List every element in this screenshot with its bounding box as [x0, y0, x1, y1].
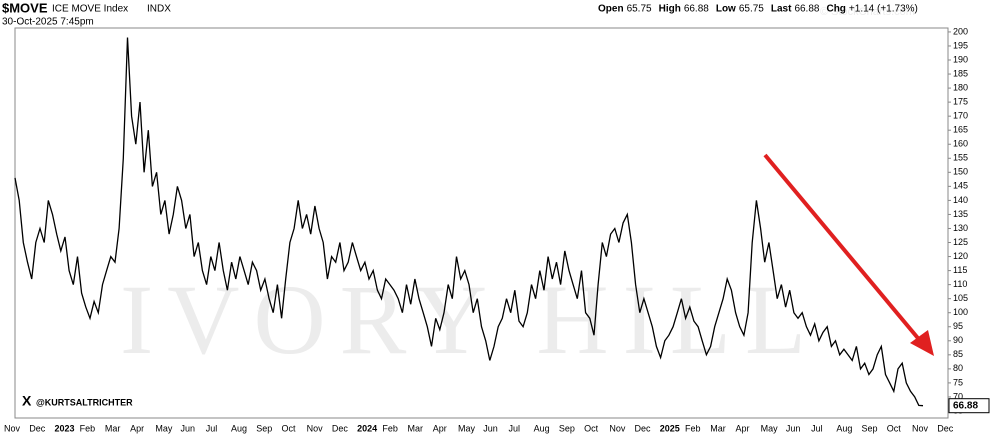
- price-line: [14, 37, 924, 407]
- x-tick-label: May: [458, 423, 476, 433]
- x-tick-label: 2023: [54, 423, 74, 433]
- x-tick-label: Mar: [710, 423, 726, 433]
- y-tick-label: 190: [953, 54, 968, 64]
- x-tick-label: Sep: [559, 423, 575, 433]
- x-tick-label: Dec: [332, 423, 349, 433]
- last-value: 66.88: [948, 398, 990, 414]
- y-tick-label: 175: [953, 97, 968, 107]
- quote-value: 65.75: [739, 4, 764, 15]
- x-tick-label: Feb: [80, 423, 96, 433]
- x-tick-label: Dec: [29, 423, 46, 433]
- x-tick-label: Feb: [685, 423, 701, 433]
- quote-value: 65.75: [627, 4, 652, 15]
- quote-label: Chg: [826, 4, 845, 15]
- y-tick-label: 150: [953, 167, 968, 177]
- y-tick-label: 115: [953, 265, 967, 275]
- copyright: © StockCharts.com: [820, 6, 915, 18]
- y-tick-label: 200: [953, 26, 968, 36]
- plot-frame: [14, 27, 949, 419]
- y-tick-label: 180: [953, 82, 968, 92]
- handle: @KURTSALTRICHTER: [36, 397, 133, 407]
- quote-label: Last: [771, 4, 792, 15]
- y-tick-label: 100: [953, 307, 968, 317]
- quote-value: 66.88: [684, 4, 709, 15]
- trend-arrow: [763, 153, 924, 345]
- y-tick-label: 195: [953, 40, 968, 50]
- x-tick-label: 2025: [660, 423, 680, 433]
- x-tick-label: Jul: [508, 423, 520, 433]
- last-value-label: 66.88: [953, 400, 978, 411]
- quote-label: Open: [598, 4, 624, 15]
- quote: Open 65.75 High 66.88 Low 65.75 Last 66.88 Chg +1…: [598, 4, 918, 15]
- quote-label: High: [659, 4, 681, 15]
- trend-arrowhead: [910, 330, 934, 356]
- x-tick-label: Mar: [105, 423, 121, 433]
- x-tick-label: Mar: [408, 423, 424, 433]
- plot: 66.88: [14, 37, 990, 414]
- x-tick-label: Aug: [231, 423, 247, 433]
- timestamp: 30-Oct-2025 7:45pm: [2, 17, 94, 28]
- x-tick-label: May: [155, 423, 173, 433]
- x-tick-label: Apr: [130, 423, 144, 433]
- y-tick-label: 145: [953, 181, 968, 191]
- y-tick-label: 75: [953, 377, 963, 387]
- watermark: IVORY HILL: [120, 264, 820, 375]
- x-tick-label: Jun: [483, 423, 498, 433]
- y-tick-label: 80: [953, 363, 963, 373]
- y-tick-label: 85: [953, 349, 963, 359]
- y-tick-label: 130: [953, 223, 968, 233]
- x-tick-label: Nov: [912, 423, 929, 433]
- y-tick-label: 105: [953, 293, 968, 303]
- x-tick-label: Aug: [534, 423, 550, 433]
- x-tick-label: Feb: [382, 423, 398, 433]
- x-tick-label: Aug: [836, 423, 852, 433]
- axes: 6570758085909510010511011512012513013514…: [4, 26, 968, 433]
- x-tick-label: Oct: [584, 423, 599, 433]
- x-tick-label: Apr: [433, 423, 447, 433]
- x-tick-label: Nov: [307, 423, 324, 433]
- y-tick-label: 155: [953, 153, 968, 163]
- x-tick-label: Apr: [735, 423, 749, 433]
- y-tick-label: 140: [953, 195, 968, 205]
- y-tick-label: 170: [953, 111, 968, 121]
- x-tick-label: Oct: [887, 423, 902, 433]
- exchange: INDX: [147, 4, 171, 15]
- quote-label: Low: [716, 4, 736, 15]
- y-tick-label: 135: [953, 209, 968, 219]
- x-tick-label: May: [761, 423, 779, 433]
- x-logo: X: [22, 393, 32, 409]
- ticker: $MOVE: [2, 0, 48, 15]
- y-tick-label: 160: [953, 139, 968, 149]
- x-tick-label: Dec: [937, 423, 954, 433]
- quote-value: +1.14 (+1.73%): [849, 4, 918, 15]
- y-tick-label: 185: [953, 68, 968, 78]
- x-tick-label: Sep: [862, 423, 878, 433]
- x-tick-label: Oct: [281, 423, 296, 433]
- chart-title: ICE MOVE Index: [52, 4, 128, 15]
- x-tick-label: Jun: [181, 423, 196, 433]
- x-tick-label: Jul: [811, 423, 823, 433]
- x-tick-label: 2024: [357, 423, 377, 433]
- x-tick-label: Dec: [635, 423, 652, 433]
- quote-value: 66.88: [794, 4, 819, 15]
- y-tick-label: 120: [953, 251, 968, 261]
- y-tick-label: 90: [953, 335, 963, 345]
- x-tick-label: Sep: [256, 423, 272, 433]
- x-tick-label: Nov: [4, 423, 21, 433]
- x-tick-label: Jul: [206, 423, 218, 433]
- last-value-box: [948, 398, 990, 414]
- y-tick-label: 110: [953, 279, 967, 289]
- x-tick-label: Jun: [786, 423, 801, 433]
- y-tick-label: 95: [953, 321, 963, 331]
- x-tick-label: Nov: [609, 423, 626, 433]
- y-tick-label: 70: [953, 391, 963, 401]
- y-tick-label: 165: [953, 125, 968, 135]
- y-tick-label: 125: [953, 237, 968, 247]
